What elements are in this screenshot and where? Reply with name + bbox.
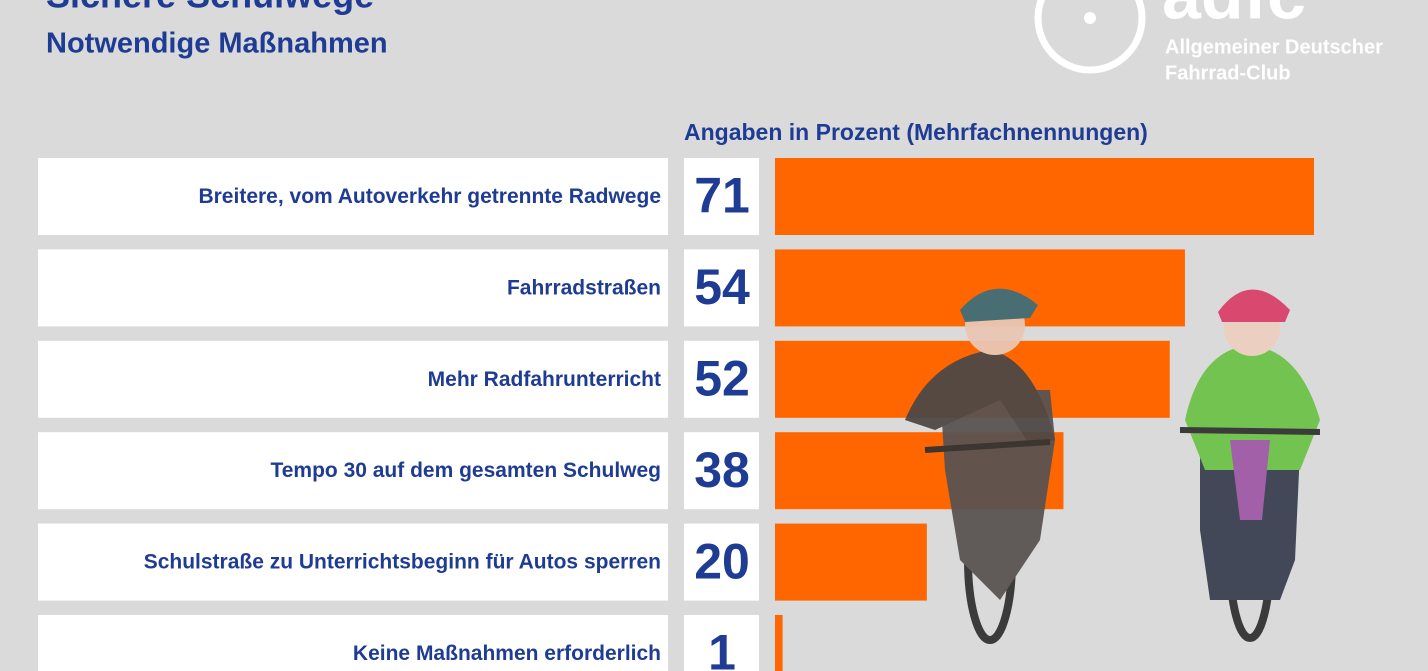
- logo-dot: [1084, 12, 1096, 24]
- frame: [1230, 440, 1270, 520]
- value-box: [684, 615, 759, 671]
- bar: [775, 523, 927, 601]
- value-box: [684, 158, 759, 235]
- value-label: 1: [708, 625, 736, 671]
- value-box: [684, 340, 759, 418]
- legs: [1200, 450, 1300, 600]
- category-label: Fahrradstraßen: [507, 276, 661, 299]
- category-label: Keine Maßnahmen erforderlich: [353, 642, 661, 665]
- value-note: Angaben in Prozent (Mehrfachnennungen): [684, 119, 1148, 145]
- value-label: 52: [694, 351, 750, 407]
- logo: adfc Allgemeiner Deutscher Fahrrad-Club: [1034, 0, 1383, 84]
- label-box: [38, 249, 668, 327]
- label-box: [38, 340, 668, 418]
- category-label: Breitere, vom Autoverkehr getrennte Radw…: [198, 185, 661, 208]
- logo-ring: [1034, 0, 1146, 74]
- jacket: [1185, 345, 1320, 470]
- logo-name: adfc: [1162, 0, 1306, 33]
- value-label: 20: [694, 533, 750, 589]
- illustration: [905, 288, 1321, 644]
- category-label: Tempo 30 auf dem gesamten Schulweg: [270, 459, 661, 482]
- category-label: Schulstraße zu Unterrichtsbeginn für Aut…: [144, 551, 661, 574]
- chart-subtitle: Notwendige Maßnahmen: [46, 28, 388, 60]
- bar: [775, 158, 1314, 235]
- value-box: [684, 523, 759, 601]
- rows: Breitere, vom Autoverkehr getrennte Radw…: [38, 158, 1314, 671]
- logo-line: Allgemeiner Deutscher: [1165, 36, 1383, 58]
- helmet: [960, 288, 1038, 322]
- label-box: [38, 615, 668, 671]
- value-label: 38: [694, 442, 750, 498]
- logo-line: Fahrrad-Club: [1165, 62, 1291, 84]
- value-box: [684, 249, 759, 327]
- handlebar: [1179, 427, 1321, 435]
- jacket: [905, 350, 1055, 445]
- category-label: Mehr Radfahrunterricht: [428, 368, 661, 391]
- value-label: 54: [694, 259, 750, 315]
- label-box: [38, 158, 668, 235]
- value-label: 71: [694, 168, 750, 224]
- label-box: [38, 523, 668, 601]
- helmet: [1218, 289, 1290, 322]
- value-box: [684, 432, 759, 510]
- chart-title: Sichere Schulwege: [46, 0, 374, 16]
- handlebar: [924, 439, 1051, 453]
- label-box: [38, 432, 668, 510]
- bar: [775, 615, 783, 671]
